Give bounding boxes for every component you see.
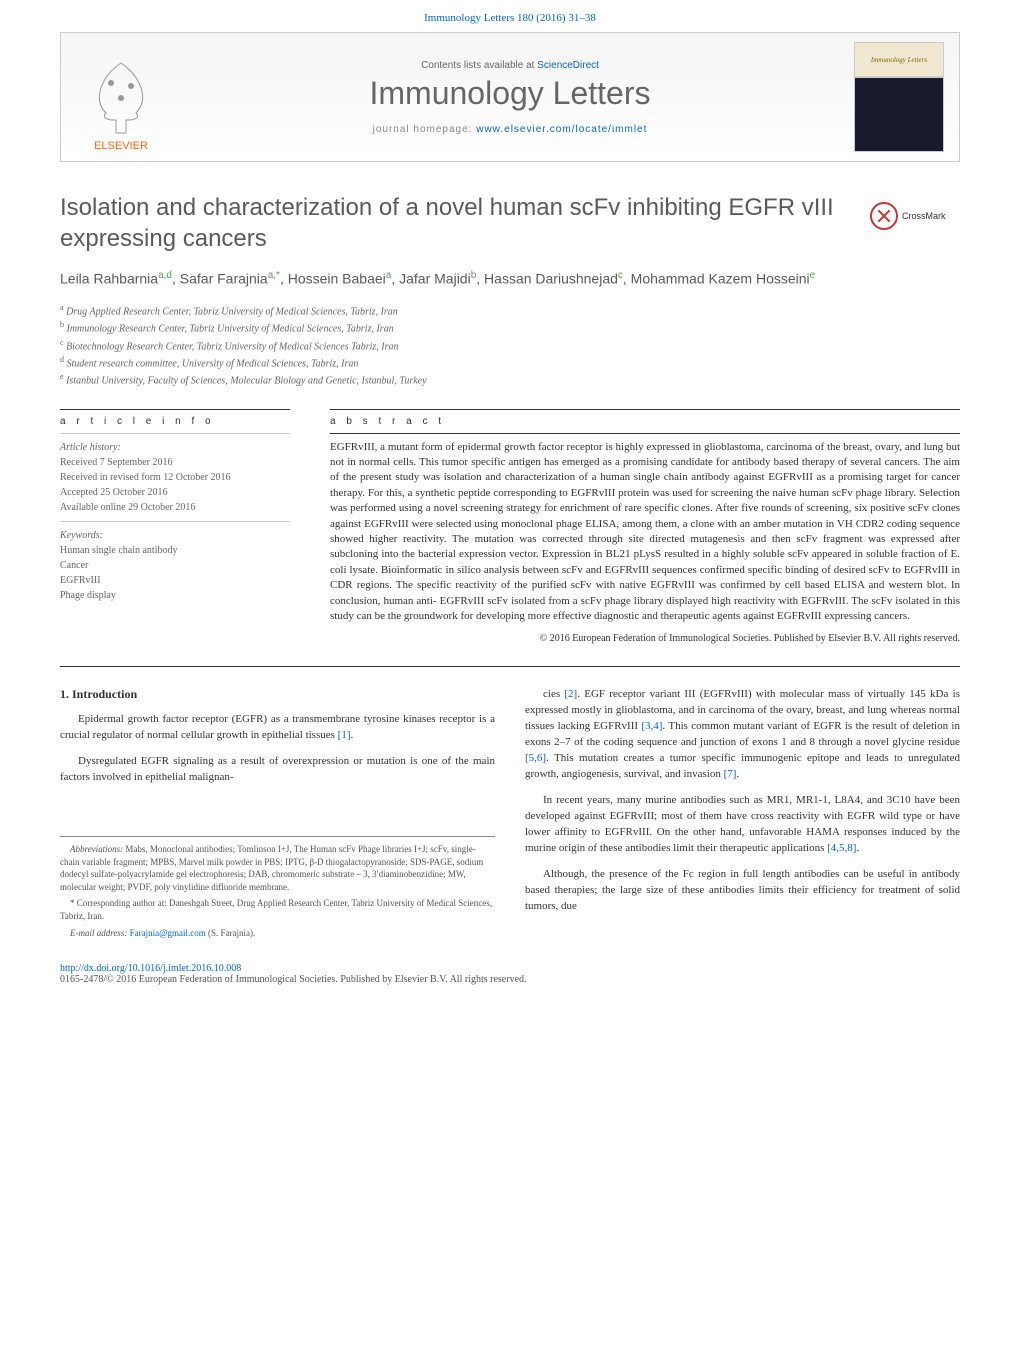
contents-prefix: Contents lists available at [421,60,537,71]
journal-name: Immunology Letters [181,75,839,112]
email-label: E-mail address: [70,928,130,938]
elsevier-logo: ELSEVIER [76,42,166,152]
intro-paragraphs-right: cies [2]. EGF receptor variant III (EGFR… [525,687,960,914]
article-history-block: Article history: Received 7 September 20… [60,433,290,521]
cover-title: Immunology Letters [854,42,944,77]
keywords-list: Human single chain antibodyCancerEGFRvII… [60,543,290,603]
abstract-label: a b s t r a c t [330,409,960,433]
banner-center: Contents lists available at ScienceDirec… [181,60,839,135]
article-info-label: a r t i c l e i n f o [60,409,290,433]
elsevier-tree-icon [86,58,156,138]
email-suffix: (S. Farajnia). [206,928,256,938]
article-info-column: a r t i c l e i n f o Article history: R… [60,409,290,647]
abstract-copyright: © 2016 European Federation of Immunologi… [330,632,960,646]
sciencedirect-link[interactable]: ScienceDirect [537,60,599,71]
email-footnote: E-mail address: Farajnia@gmail.com (S. F… [60,927,495,940]
crossmark-label: CrossMark [902,211,946,221]
journal-banner: ELSEVIER Contents lists available at Sci… [60,32,960,162]
right-column: cies [2]. EGF receptor variant III (EGFR… [525,687,960,943]
abbreviations-footnote: Abbreviations: Mabs, Monoclonal antibodi… [60,843,495,893]
homepage-link[interactable]: www.elsevier.com/locate/immlet [476,124,647,135]
left-column: 1. Introduction Epidermal growth factor … [60,687,495,943]
abstract-column: a b s t r a c t EGFRvIII, a mutant form … [330,409,960,647]
header-citation: Immunology Letters 180 (2016) 31–38 [0,0,1020,32]
intro-heading: 1. Introduction [60,687,495,702]
crossmark-icon [870,202,898,230]
footnotes: Abbreviations: Mabs, Monoclonal antibodi… [60,836,495,939]
corresponding-footnote: * Corresponding author at: Daneshgah Str… [60,897,495,922]
doi-link[interactable]: http://dx.doi.org/10.1016/j.imlet.2016.1… [60,963,241,974]
footer-copyright: 0165-2478/© 2016 European Federation of … [60,974,527,985]
abstract-text: EGFRvIII, a mutant form of epidermal gro… [330,433,960,647]
history-label: Article history: [60,440,290,455]
affiliations: a Drug Applied Research Center, Tabriz U… [60,302,960,389]
elsevier-text: ELSEVIER [94,140,148,152]
contents-lists-line: Contents lists available at ScienceDirec… [181,60,839,71]
page-footer: http://dx.doi.org/10.1016/j.imlet.2016.1… [60,963,960,985]
email-link[interactable]: Farajnia@gmail.com [130,928,206,938]
abbrev-text: Mabs, Monoclonal antibodies; Tomlinson I… [60,844,483,892]
cover-image [854,77,944,152]
article-title: Isolation and characterization of a nove… [60,192,960,254]
homepage-line: journal homepage: www.elsevier.com/locat… [181,124,839,135]
abstract-body: EGFRvIII, a mutant form of epidermal gro… [330,441,960,622]
keywords-label: Keywords: [60,528,290,543]
homepage-prefix: journal homepage: [373,124,477,135]
keywords-block: Keywords: Human single chain antibodyCan… [60,521,290,609]
intro-paragraphs-left: Epidermal growth factor receptor (EGFR) … [60,712,495,786]
journal-cover-thumbnail: Immunology Letters [854,42,944,152]
history-list: Received 7 September 2016Received in rev… [60,455,290,515]
abbrev-label: Abbreviations: [70,844,123,854]
authors-list: Leila Rahbarniaa,d, Safar Farajniaa,*, H… [60,268,960,290]
crossmark-badge[interactable]: CrossMark [870,202,960,230]
